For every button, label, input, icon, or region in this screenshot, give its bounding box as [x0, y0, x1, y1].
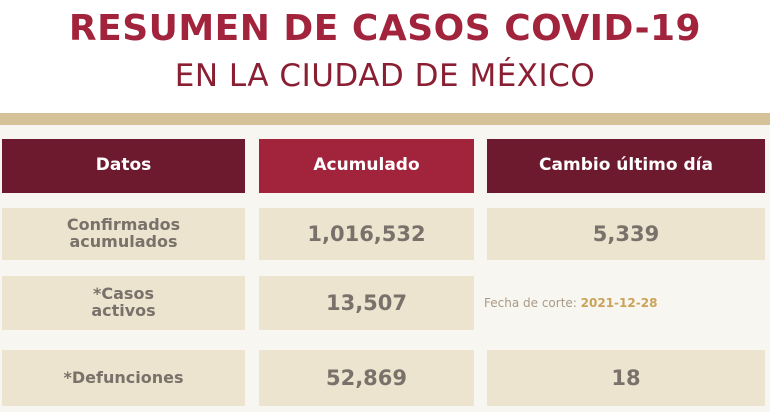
value-cambio-confirmados: 5,339	[487, 208, 765, 260]
row-label-line: *Defunciones	[63, 367, 184, 387]
value-acumulado-defunciones: 52,869	[259, 350, 474, 406]
column-header-acumulado: Acumulado	[259, 139, 474, 193]
cutoff-label: Fecha de corte:	[484, 296, 577, 310]
value-acumulado-casos-activos: 13,507	[259, 276, 474, 330]
value-acumulado-confirmados: 1,016,532	[259, 208, 474, 260]
value-cambio-defunciones: 18	[487, 350, 765, 406]
row-label-confirmados: Confirmados acumulados	[2, 208, 245, 260]
page-subtitle: EN LA CIUDAD DE MÉXICO	[174, 58, 596, 94]
row-label-line: acumulados	[69, 232, 178, 251]
row-label-line: Confirmados	[66, 215, 181, 235]
row-label-defunciones: *Defunciones	[2, 350, 245, 406]
divider-band	[0, 113, 770, 125]
column-header-cambio: Cambio último día	[487, 139, 765, 193]
page-title: RESUMEN DE CASOS COVID-19	[68, 8, 702, 49]
row-label-line: activos	[91, 301, 156, 320]
row-label-casos-activos: *Casos activos	[2, 276, 245, 330]
cutoff-date: 2021-12-28	[580, 296, 658, 310]
cutoff-note: Fecha de corte: 2021-12-28	[484, 296, 657, 310]
column-header-datos: Datos	[2, 139, 245, 193]
row-label-line: *Casos	[93, 284, 154, 304]
header: RESUMEN DE CASOS COVID-19 EN LA CIUDAD D…	[0, 0, 770, 113]
